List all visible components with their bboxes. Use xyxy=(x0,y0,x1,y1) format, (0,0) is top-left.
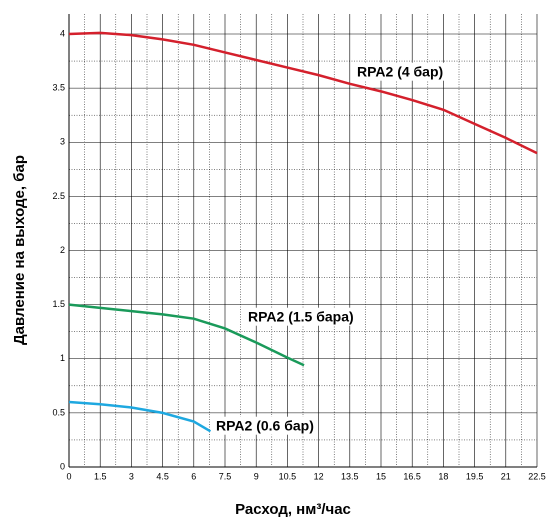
x-tick-label: 9 xyxy=(254,471,259,481)
x-tick-label: 21 xyxy=(501,471,511,481)
x-tick-label: 4.5 xyxy=(156,471,169,481)
x-tick-label: 19.5 xyxy=(466,471,484,481)
x-tick-label: 16.5 xyxy=(403,471,421,481)
y-tick-label: 1.5 xyxy=(52,299,65,309)
series-label-bg xyxy=(355,62,446,81)
x-tick-label: 10.5 xyxy=(279,471,297,481)
series-line xyxy=(68,400,212,433)
series-label: RPA2 (1.5 бара) xyxy=(248,309,354,325)
y-tick-label: 1 xyxy=(60,353,65,363)
y-axis-label: Давление на выходе, бар xyxy=(11,155,28,345)
x-tick-label: 18 xyxy=(438,471,448,481)
x-axis-label: Расход, нм³/час xyxy=(235,501,351,518)
y-tick-label: 4 xyxy=(60,28,65,38)
series-label-bg xyxy=(246,307,356,326)
x-tick-label: 6 xyxy=(191,471,196,481)
y-tick-label: 3 xyxy=(60,137,65,147)
x-tick-label: 7.5 xyxy=(219,471,232,481)
y-tick-label: 0.5 xyxy=(52,407,65,417)
x-tick-label: 1.5 xyxy=(94,471,107,481)
y-tick-label: 3.5 xyxy=(52,83,65,93)
series-line xyxy=(68,303,305,367)
x-tick-label: 3 xyxy=(129,471,134,481)
y-tick-label: 2.5 xyxy=(52,191,65,201)
x-tick-label: 12 xyxy=(314,471,324,481)
series-label-bg xyxy=(214,416,316,435)
y-tick-label: 0 xyxy=(60,461,65,471)
series-label: RPA2 (0.6 бар) xyxy=(216,418,314,434)
series-line xyxy=(68,31,538,155)
x-tick-label: 22.5 xyxy=(528,471,546,481)
series-label: RPA2 (4 бар) xyxy=(357,64,443,80)
x-tick-label: 13.5 xyxy=(341,471,359,481)
x-tick-label: 0 xyxy=(66,471,71,481)
y-tick-label: 2 xyxy=(60,245,65,255)
x-tick-label: 15 xyxy=(376,471,386,481)
